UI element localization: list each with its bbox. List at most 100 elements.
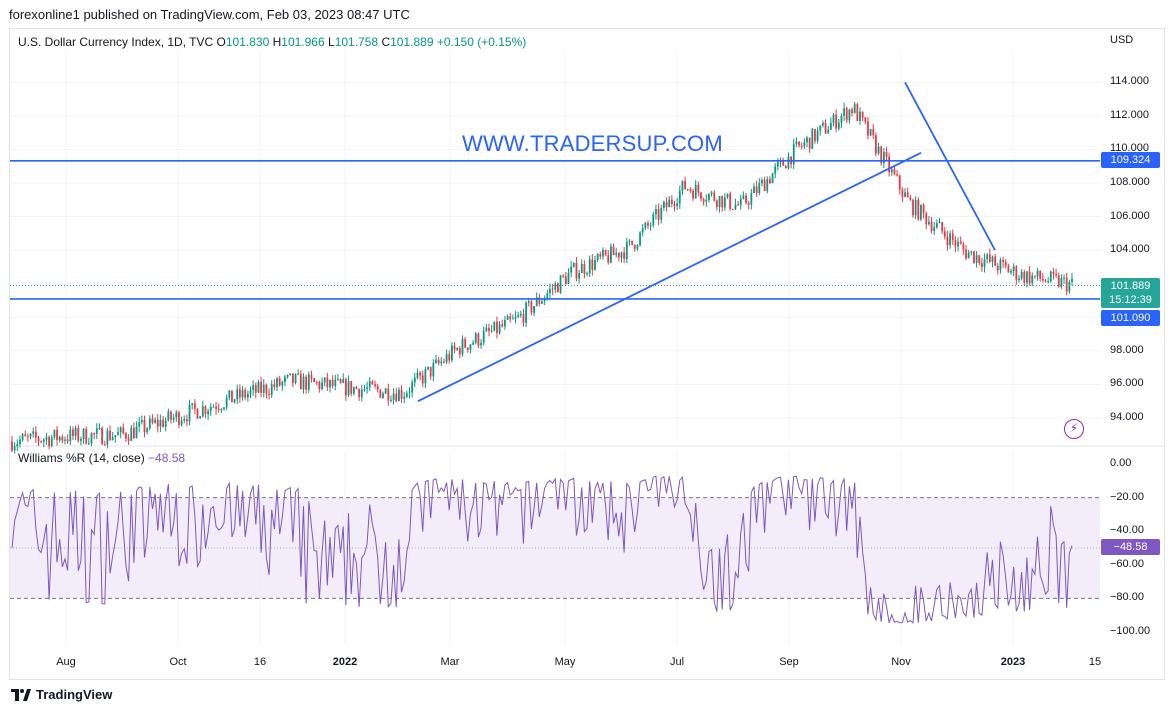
candle-body [745, 195, 747, 204]
price-tick-label: 104.000 [1110, 243, 1150, 256]
candle-body [1004, 261, 1007, 266]
candle-body [1026, 271, 1028, 283]
candle-body [705, 199, 708, 202]
candle-body [848, 109, 851, 121]
candle-body [753, 186, 755, 193]
candle-body [557, 283, 559, 293]
williams-legend[interactable]: Williams %R (14, close) −48.58 [18, 451, 185, 465]
candle-body [938, 222, 941, 224]
candle-body [652, 214, 655, 226]
candle-body [371, 381, 374, 385]
tradingview-brand[interactable]: TradingView [11, 687, 112, 702]
candle-body [633, 244, 636, 249]
candle-body [562, 275, 565, 277]
candle-body [533, 306, 535, 313]
candle-body [1023, 272, 1026, 283]
candle-body [806, 137, 808, 143]
candle-body [721, 196, 724, 208]
candle-body [665, 201, 668, 208]
candle-body [204, 406, 207, 415]
candle-body [604, 250, 607, 255]
candle-body [647, 222, 649, 226]
candle-body [567, 272, 570, 284]
candle-body [631, 240, 633, 245]
candle-body [458, 348, 461, 355]
candle-body [655, 209, 657, 215]
candle-body [289, 373, 292, 376]
candle-body [1039, 270, 1042, 279]
candle-body [522, 313, 525, 323]
bar-countdown: 15:12:39 [1109, 294, 1152, 306]
candle-body [1036, 270, 1039, 277]
candle-body [615, 252, 618, 255]
candle-body [453, 345, 456, 350]
candle-body [56, 429, 58, 441]
candle-body [40, 441, 43, 443]
williams-name[interactable]: Williams %R (14, close) [18, 451, 145, 465]
candle-body [451, 345, 453, 361]
price-tick-label: 112.000 [1110, 108, 1149, 121]
candle-body [1044, 280, 1047, 282]
candle-body [117, 432, 119, 436]
candle-body [1031, 275, 1034, 284]
candle-body [663, 201, 665, 208]
williams-tick-label: −80.00 [1110, 591, 1144, 604]
candle-body [24, 434, 27, 437]
symbol-legend[interactable]: U.S. Dollar Currency Index, 1D, TVC O101… [18, 35, 526, 49]
candle-body [973, 251, 975, 263]
candle-body [888, 156, 891, 173]
flash-icon[interactable]: ⚡ [1064, 419, 1084, 439]
candle-body [864, 117, 867, 122]
candle-body [302, 376, 305, 390]
candle-body [199, 416, 202, 419]
candle-body [792, 143, 795, 165]
candle-body [517, 315, 520, 317]
candle-body [676, 203, 679, 206]
candle-body [551, 288, 554, 290]
candle-body [488, 327, 490, 332]
candle-body [146, 428, 149, 433]
candle-body [326, 377, 329, 388]
candle-body [432, 362, 435, 377]
candle-body [342, 378, 345, 383]
williams-value-tag: −48.58 [1101, 539, 1160, 555]
candle-body [321, 382, 323, 389]
candle-body [996, 265, 999, 271]
candle-body [731, 208, 734, 210]
candle-body [368, 381, 371, 388]
symbol-name[interactable]: U.S. Dollar Currency Index, 1D, TVC [18, 35, 214, 49]
candle-body [329, 380, 331, 388]
candle-body [845, 108, 848, 121]
close-value: 101.889 [390, 35, 434, 49]
candle-body [445, 354, 448, 363]
candle-body [591, 259, 594, 270]
candle-body [188, 404, 191, 422]
candle-body [424, 369, 427, 384]
candle-body [398, 389, 400, 402]
candle-body [1020, 272, 1023, 279]
candle-body [1055, 274, 1057, 276]
candle-body [610, 246, 612, 263]
williams-tick-label: 0.00 [1110, 457, 1132, 469]
candle-body [270, 384, 273, 395]
candle-body [265, 384, 268, 394]
candle-body [978, 255, 981, 264]
candle-body [607, 254, 610, 263]
candle-body [403, 396, 406, 399]
candle-body [61, 436, 64, 441]
candle-body [419, 372, 421, 376]
time-tick-label: 15 [1088, 656, 1102, 668]
candle-body [840, 115, 843, 123]
candle-body [933, 227, 936, 231]
time-tick-label: 2023 [1000, 656, 1026, 668]
candle-body [668, 199, 671, 208]
falling-trendline [904, 81, 996, 251]
candle-body [504, 320, 506, 327]
candle-body [702, 199, 705, 202]
candle-body [485, 327, 488, 332]
candle-body [339, 379, 342, 383]
candle-body [708, 194, 710, 200]
candle-body [80, 439, 82, 441]
candle-body [90, 433, 93, 444]
